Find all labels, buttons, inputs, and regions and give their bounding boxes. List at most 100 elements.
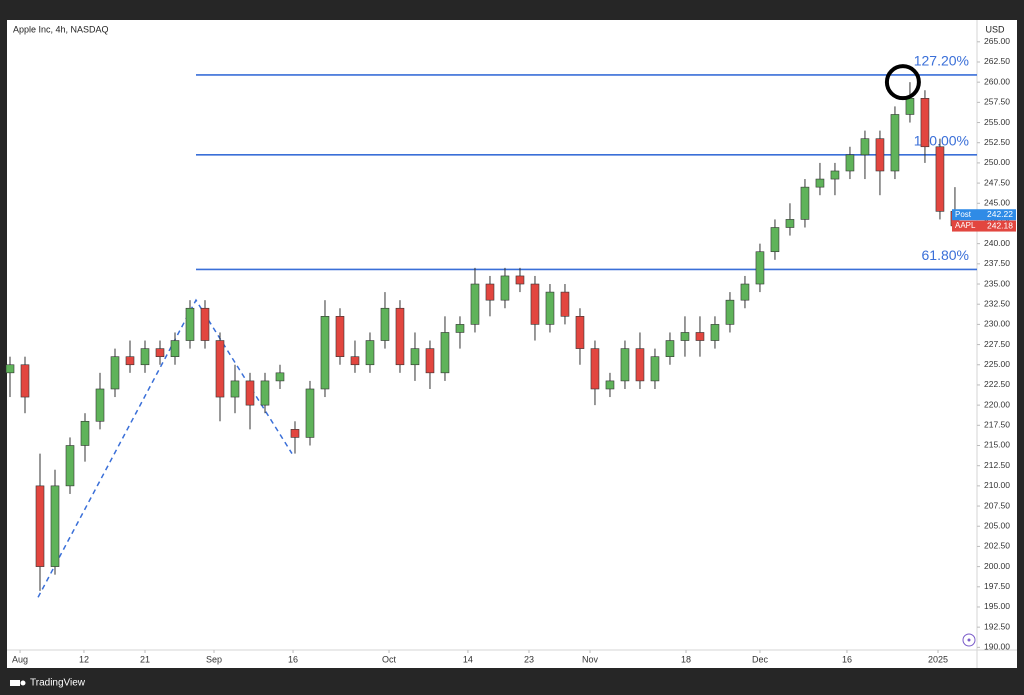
y-tick-label: 190.00 bbox=[984, 642, 1010, 652]
candle-body bbox=[110, 356, 120, 390]
price-tag bbox=[952, 209, 1016, 221]
candle-body bbox=[260, 380, 270, 406]
candle-body bbox=[395, 307, 405, 366]
candle-body bbox=[365, 340, 375, 366]
candle-body bbox=[935, 146, 945, 212]
candle-body bbox=[530, 283, 540, 325]
candle-body bbox=[440, 332, 450, 374]
y-tick-label: 215.00 bbox=[984, 440, 1010, 450]
price-tag-name: AAPL bbox=[955, 221, 976, 230]
y-tick-label: 235.00 bbox=[984, 278, 1010, 288]
y-tick-label: 217.50 bbox=[984, 420, 1010, 430]
candle-body bbox=[455, 324, 465, 333]
x-tick-label: 16 bbox=[288, 654, 298, 664]
candle-body bbox=[20, 364, 30, 398]
y-tick-label: 240.00 bbox=[984, 238, 1010, 248]
footer-brand: TradingView bbox=[30, 678, 86, 689]
x-tick-label: Dec bbox=[752, 654, 769, 664]
price-tag-name: Post bbox=[955, 210, 972, 219]
candle-body bbox=[230, 380, 240, 398]
x-tick-label: Oct bbox=[382, 654, 397, 664]
candle-body bbox=[605, 380, 615, 390]
y-tick-label: 195.00 bbox=[984, 601, 1010, 611]
candle-body bbox=[125, 356, 135, 366]
x-tick-label: 21 bbox=[140, 654, 150, 664]
x-tick-label: 14 bbox=[463, 654, 473, 664]
candle-body bbox=[575, 316, 585, 349]
candle-body bbox=[650, 356, 660, 382]
candle-body bbox=[560, 291, 570, 317]
candle-body bbox=[800, 186, 810, 220]
fib-label: 127.20% bbox=[914, 53, 969, 69]
candle-body bbox=[215, 340, 225, 398]
candle-body bbox=[920, 98, 930, 148]
x-tick-label: 12 bbox=[79, 654, 89, 664]
icon bbox=[967, 638, 971, 642]
x-tick-label: 23 bbox=[524, 654, 534, 664]
logo bbox=[10, 680, 26, 686]
candle-body bbox=[725, 299, 735, 325]
candle-body bbox=[290, 429, 300, 438]
y-tick-label: 200.00 bbox=[984, 561, 1010, 571]
icon[interactable] bbox=[962, 633, 976, 647]
fib-label: 61.80% bbox=[922, 247, 969, 263]
candle-body bbox=[620, 348, 630, 382]
highlight-circle bbox=[884, 64, 921, 101]
y-tick-label: 250.00 bbox=[984, 157, 1010, 167]
candle-body bbox=[5, 364, 15, 374]
candle-body bbox=[65, 445, 75, 487]
x-tick-label: 2025 bbox=[928, 654, 948, 664]
candle-body bbox=[140, 348, 150, 366]
candle-body bbox=[410, 348, 420, 366]
candle-body bbox=[95, 388, 105, 422]
axis-unit: USD bbox=[985, 24, 1005, 34]
candle-body bbox=[680, 332, 690, 341]
y-tick-label: 202.50 bbox=[984, 541, 1010, 551]
y-tick-label: 212.50 bbox=[984, 460, 1010, 470]
y-tick-label: 192.50 bbox=[984, 621, 1010, 631]
candle-body bbox=[770, 227, 780, 253]
price-tag-label: 242.22 bbox=[987, 209, 1013, 219]
candle-body bbox=[35, 485, 45, 567]
y-tick-label: 247.50 bbox=[984, 177, 1010, 187]
y-tick-label: 222.50 bbox=[984, 379, 1010, 389]
x-tick-label: 18 bbox=[681, 654, 691, 664]
candle-body bbox=[80, 420, 90, 446]
candle-body bbox=[50, 485, 60, 567]
candle-body bbox=[245, 380, 255, 406]
candle-body bbox=[500, 275, 510, 301]
zigzag-line bbox=[37, 298, 293, 598]
y-tick-label: 197.50 bbox=[984, 581, 1010, 591]
y-tick-label: 210.00 bbox=[984, 480, 1010, 490]
candle-body bbox=[905, 98, 915, 115]
candle-body bbox=[350, 356, 360, 366]
candle-body bbox=[890, 114, 900, 172]
y-tick-label: 220.00 bbox=[984, 399, 1010, 409]
y-tick-label: 230.00 bbox=[984, 319, 1010, 329]
candle-body bbox=[635, 348, 645, 382]
candle-body bbox=[740, 283, 750, 301]
y-tick-label: 237.50 bbox=[984, 258, 1010, 268]
candle-body bbox=[305, 388, 315, 438]
candle-body bbox=[170, 340, 180, 357]
candle-body bbox=[155, 348, 165, 357]
candle-body bbox=[335, 316, 345, 357]
candle-body bbox=[875, 138, 885, 172]
y-tick-label: 252.50 bbox=[984, 137, 1010, 147]
candle-body bbox=[380, 307, 390, 341]
y-tick-label: 255.00 bbox=[984, 117, 1010, 127]
candle-body bbox=[200, 307, 210, 341]
candle-body bbox=[785, 219, 795, 228]
price-tag-label: 242.18 bbox=[987, 220, 1013, 230]
x-tick-label: 16 bbox=[842, 654, 852, 664]
candle-body bbox=[515, 275, 525, 285]
x-tick-label: Nov bbox=[582, 654, 599, 664]
y-tick-label: 227.50 bbox=[984, 339, 1010, 349]
candle-body bbox=[665, 340, 675, 357]
y-tick-label: 260.00 bbox=[984, 76, 1010, 86]
candle-body bbox=[545, 291, 555, 325]
y-tick-label: 257.50 bbox=[984, 97, 1010, 107]
candle-body bbox=[845, 154, 855, 172]
y-tick-label: 265.00 bbox=[984, 36, 1010, 46]
